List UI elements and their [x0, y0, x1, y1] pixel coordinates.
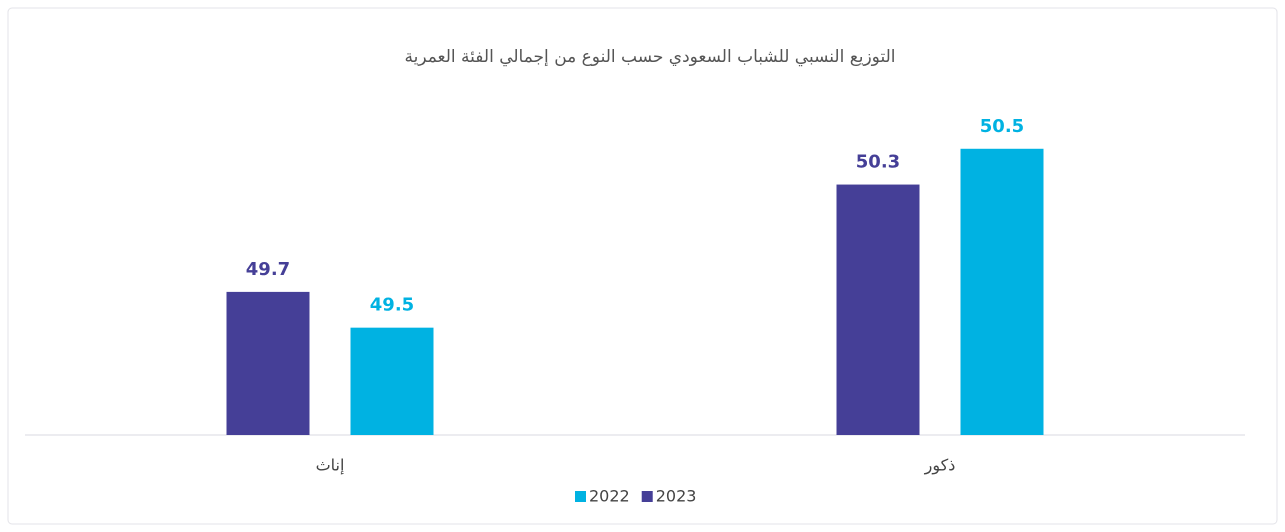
data-label: 49.5 — [370, 295, 414, 316]
card — [7, 7, 1278, 525]
bar — [836, 184, 920, 435]
legend-label: 2023 — [656, 487, 697, 506]
x-tick-label: إناث — [316, 456, 345, 475]
x-tick-label: ذكور — [924, 456, 956, 476]
bar — [226, 291, 310, 435]
bar — [350, 327, 434, 435]
data-label: 49.7 — [246, 259, 290, 280]
legend-label: 2022 — [589, 487, 630, 506]
legend-swatch — [575, 491, 586, 502]
data-label: 50.5 — [980, 116, 1024, 137]
legend-swatch — [641, 491, 653, 502]
data-label: 50.3 — [856, 152, 900, 173]
chart-title: التوزيع النسبي للشباب السعودي حسب النوع … — [404, 47, 895, 67]
bar — [960, 148, 1044, 435]
